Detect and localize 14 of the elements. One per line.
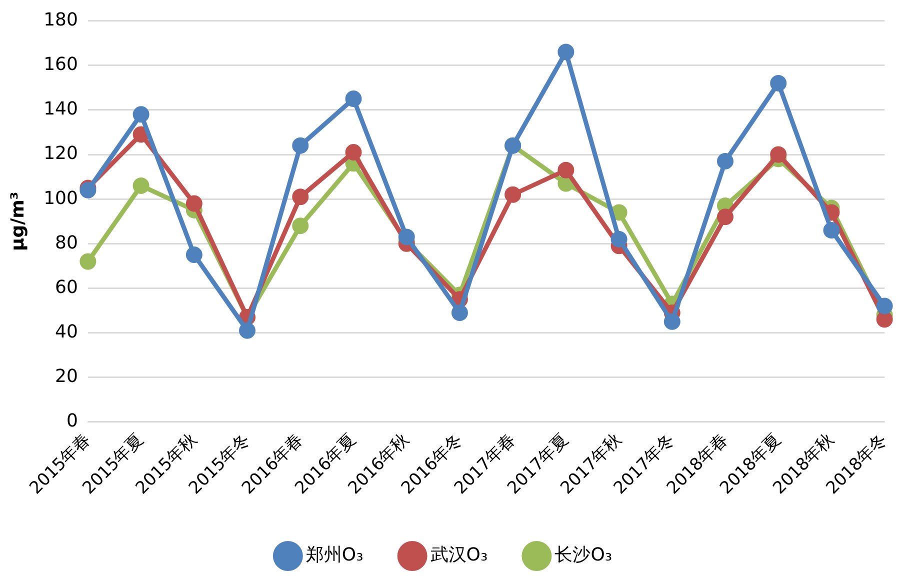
y-tick-label: 40 bbox=[55, 321, 78, 342]
y-tick-label: 120 bbox=[44, 143, 78, 164]
y-tick-label: 160 bbox=[44, 54, 78, 76]
y-tick-label: 0 bbox=[66, 410, 78, 432]
y-tick-label: 100 bbox=[44, 188, 78, 209]
y-tick-label: 80 bbox=[55, 232, 78, 254]
legend-label: 郑州O₃ bbox=[306, 544, 364, 566]
y-tick-label: 180 bbox=[44, 9, 78, 30]
legend-label: 长沙O₃ bbox=[554, 544, 612, 566]
y-axis-title: μg/m³ bbox=[7, 192, 28, 252]
y-tick-label: 60 bbox=[55, 276, 78, 298]
y-tick-label: 140 bbox=[44, 98, 78, 120]
legend-label: 武汉O₃ bbox=[430, 544, 488, 566]
y-tick-label: 20 bbox=[55, 366, 78, 388]
